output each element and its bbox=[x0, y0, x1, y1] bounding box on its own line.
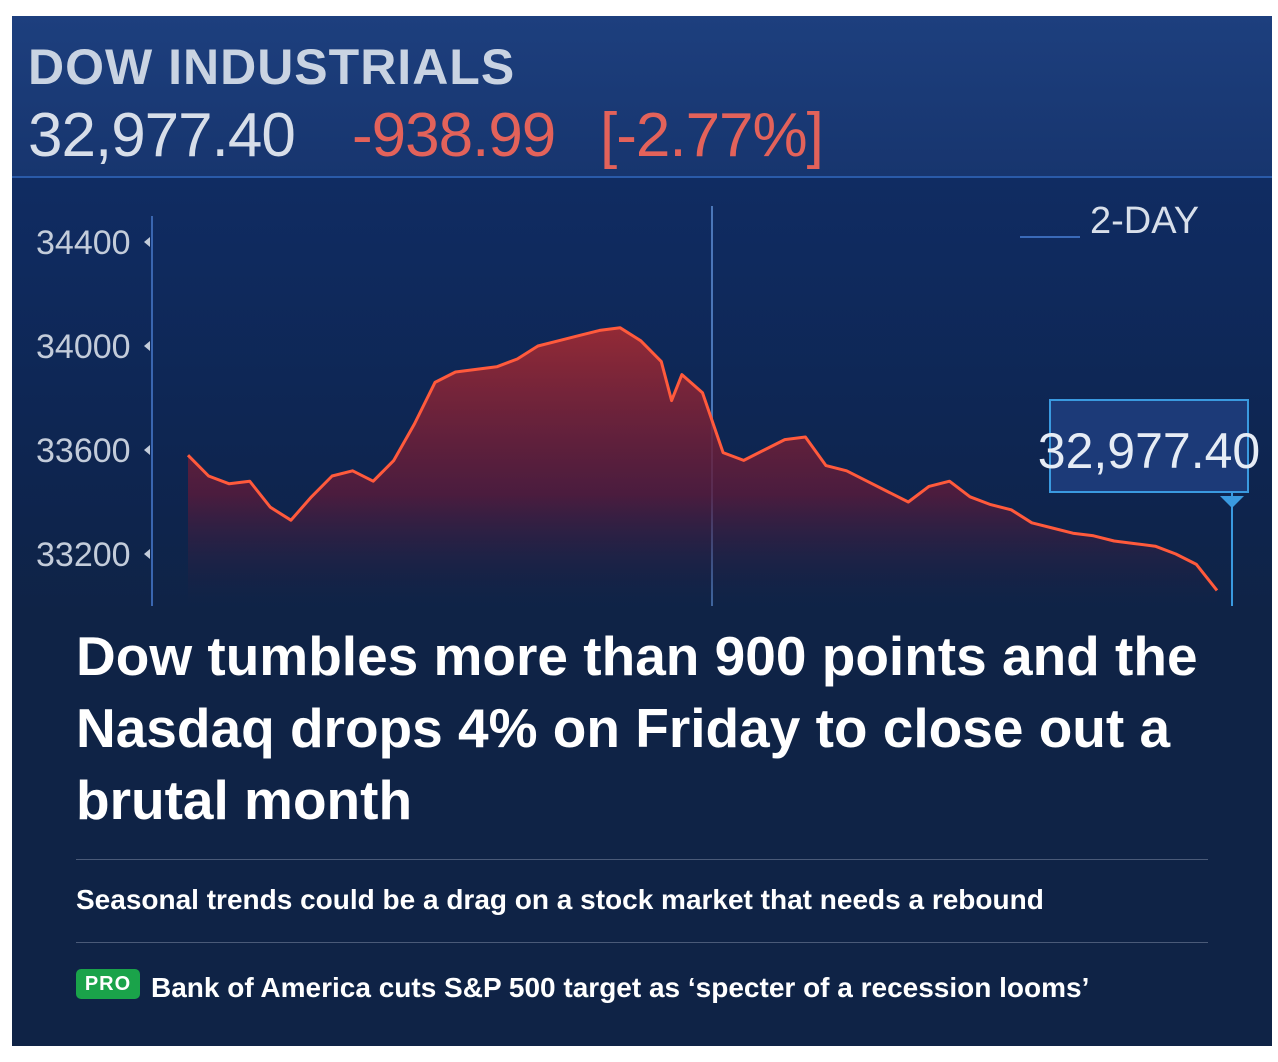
market-chart-hero: DOW INDUSTRIALS 32,977.40 -938.99 [-2.77… bbox=[12, 16, 1272, 616]
ticker-name: DOW INDUSTRIALS bbox=[28, 39, 516, 95]
y-tick-label: 34000 bbox=[36, 328, 131, 366]
divider bbox=[76, 859, 1208, 860]
ticker-price: 32,977.40 bbox=[28, 101, 296, 170]
ticker-change-percent: [-2.77%] bbox=[600, 101, 824, 170]
news-card[interactable]: DOW INDUSTRIALS 32,977.40 -938.99 [-2.77… bbox=[12, 16, 1272, 1046]
headline[interactable]: Dow tumbles more than 900 points and the… bbox=[76, 625, 1198, 831]
y-tick-label: 33600 bbox=[36, 432, 131, 470]
ticker-bar: DOW INDUSTRIALS 32,977.40 -938.99 [-2.77… bbox=[12, 16, 1272, 178]
y-tick-marker bbox=[144, 549, 150, 559]
range-indicator-line bbox=[1020, 236, 1080, 238]
pro-badge: PRO bbox=[76, 969, 140, 999]
price-area bbox=[188, 327, 1217, 606]
last-value-label: 32,977.40 bbox=[1038, 423, 1260, 479]
y-tick-marker bbox=[144, 341, 150, 351]
y-tick-marker bbox=[144, 237, 150, 247]
price-chart: 34400 34000 33600 33200 32,977.40 bbox=[36, 206, 1260, 606]
ticker-change: -938.99 bbox=[352, 101, 556, 170]
y-tick-label: 33200 bbox=[36, 536, 131, 574]
y-axis-ticks: 34400 34000 33600 33200 bbox=[36, 224, 150, 574]
divider bbox=[76, 942, 1208, 943]
related-link-2[interactable]: Bank of America cuts S&P 500 target as ‘… bbox=[151, 972, 1090, 1003]
y-tick-marker bbox=[144, 445, 150, 455]
related-link-1[interactable]: Seasonal trends could be a drag on a sto… bbox=[76, 884, 1044, 915]
range-label: 2-DAY bbox=[1090, 200, 1200, 242]
last-value-box bbox=[1049, 399, 1249, 493]
y-tick-label: 34400 bbox=[36, 224, 131, 262]
price-line bbox=[186, 326, 1219, 592]
current-marker-arrow bbox=[1220, 496, 1244, 508]
